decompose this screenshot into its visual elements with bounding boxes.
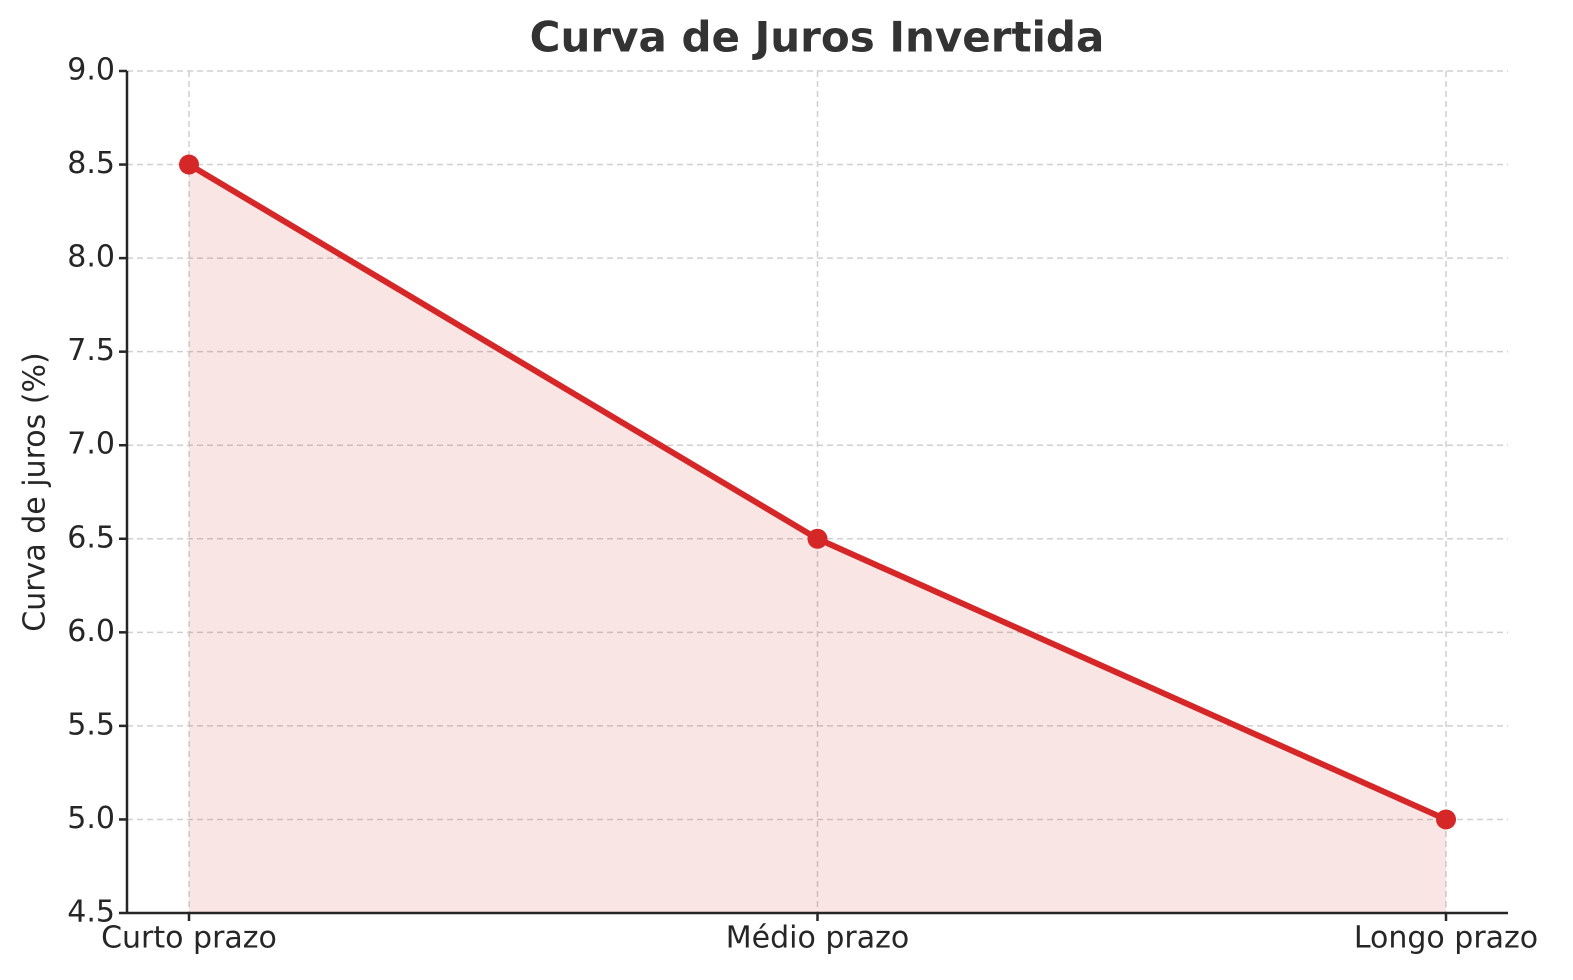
y-tick-label: 8.5	[67, 146, 115, 181]
y-tick-label: 8.0	[67, 240, 115, 275]
x-tick-label: Curto prazo	[101, 921, 277, 956]
marker	[1436, 809, 1456, 830]
y-tick-label: 5.5	[67, 707, 115, 742]
x-tick-label: Médio prazo	[726, 921, 909, 956]
y-tick-label: 4.5	[67, 895, 115, 930]
marker	[807, 528, 828, 549]
y-tick-label: 5.0	[67, 801, 115, 836]
marker	[179, 154, 199, 175]
y-tick-label: 7.5	[67, 333, 115, 368]
y-tick-label: 6.5	[67, 520, 115, 555]
chart-title: Curva de Juros Invertida	[530, 13, 1105, 62]
y-tick-label: 7.0	[67, 427, 115, 462]
y-axis-label: Curva de juros (%)	[18, 352, 53, 631]
y-tick-label: 9.0	[67, 53, 115, 88]
x-tick-label: Longo prazo	[1354, 921, 1538, 956]
y-tick-label: 6.0	[67, 614, 115, 649]
